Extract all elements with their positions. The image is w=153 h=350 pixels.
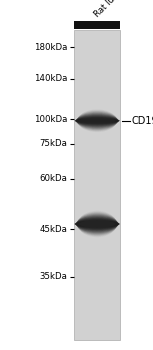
Ellipse shape bbox=[76, 219, 119, 229]
Ellipse shape bbox=[79, 220, 115, 228]
Ellipse shape bbox=[75, 116, 119, 125]
Ellipse shape bbox=[75, 120, 120, 122]
Ellipse shape bbox=[75, 120, 120, 122]
Ellipse shape bbox=[75, 119, 120, 122]
Text: CD19: CD19 bbox=[132, 116, 153, 126]
Text: 45kDa: 45kDa bbox=[39, 225, 67, 234]
Ellipse shape bbox=[75, 219, 119, 229]
Ellipse shape bbox=[76, 218, 119, 230]
Ellipse shape bbox=[76, 114, 118, 128]
Ellipse shape bbox=[75, 220, 119, 228]
Ellipse shape bbox=[76, 216, 118, 232]
Ellipse shape bbox=[76, 217, 119, 231]
Ellipse shape bbox=[75, 117, 119, 125]
Ellipse shape bbox=[76, 217, 118, 231]
Ellipse shape bbox=[76, 216, 118, 232]
Ellipse shape bbox=[76, 217, 118, 231]
Ellipse shape bbox=[75, 118, 119, 124]
Ellipse shape bbox=[76, 215, 118, 233]
Ellipse shape bbox=[76, 216, 118, 232]
Ellipse shape bbox=[75, 222, 120, 226]
Ellipse shape bbox=[75, 118, 119, 124]
Ellipse shape bbox=[76, 215, 118, 233]
Ellipse shape bbox=[76, 113, 118, 128]
Ellipse shape bbox=[75, 222, 120, 226]
Ellipse shape bbox=[75, 223, 120, 225]
Ellipse shape bbox=[76, 115, 119, 126]
Text: 35kDa: 35kDa bbox=[39, 272, 67, 281]
Ellipse shape bbox=[79, 117, 115, 124]
Text: 100kDa: 100kDa bbox=[34, 114, 67, 124]
Ellipse shape bbox=[75, 118, 119, 124]
Ellipse shape bbox=[75, 118, 119, 123]
Text: Rat lung: Rat lung bbox=[92, 0, 124, 19]
Ellipse shape bbox=[74, 120, 120, 121]
Ellipse shape bbox=[74, 120, 120, 121]
Bar bbox=[74, 21, 120, 29]
Ellipse shape bbox=[75, 222, 119, 226]
Ellipse shape bbox=[75, 118, 119, 124]
Ellipse shape bbox=[75, 117, 119, 125]
Ellipse shape bbox=[75, 219, 119, 229]
Text: 75kDa: 75kDa bbox=[39, 139, 67, 148]
Ellipse shape bbox=[76, 115, 118, 127]
Ellipse shape bbox=[76, 217, 118, 231]
Ellipse shape bbox=[75, 117, 119, 124]
Ellipse shape bbox=[76, 218, 119, 230]
Ellipse shape bbox=[76, 116, 119, 125]
Ellipse shape bbox=[76, 215, 118, 233]
Ellipse shape bbox=[76, 216, 118, 232]
Ellipse shape bbox=[75, 220, 119, 228]
Ellipse shape bbox=[76, 215, 118, 233]
Ellipse shape bbox=[76, 116, 119, 126]
Ellipse shape bbox=[75, 222, 120, 226]
Ellipse shape bbox=[75, 119, 119, 123]
Text: 180kDa: 180kDa bbox=[34, 43, 67, 52]
Ellipse shape bbox=[74, 223, 120, 225]
Ellipse shape bbox=[75, 117, 119, 125]
Ellipse shape bbox=[75, 221, 119, 227]
Ellipse shape bbox=[76, 115, 118, 127]
Ellipse shape bbox=[74, 120, 120, 121]
Ellipse shape bbox=[76, 115, 119, 126]
Ellipse shape bbox=[75, 221, 119, 227]
Ellipse shape bbox=[76, 116, 119, 126]
Ellipse shape bbox=[76, 218, 119, 230]
Ellipse shape bbox=[76, 114, 118, 128]
Ellipse shape bbox=[75, 220, 119, 228]
Ellipse shape bbox=[75, 119, 120, 122]
Ellipse shape bbox=[76, 114, 118, 127]
Text: 140kDa: 140kDa bbox=[34, 74, 67, 83]
Ellipse shape bbox=[75, 223, 120, 225]
Ellipse shape bbox=[75, 222, 119, 226]
Bar bbox=[74, 30, 120, 340]
Text: 60kDa: 60kDa bbox=[39, 174, 67, 183]
Ellipse shape bbox=[74, 120, 120, 121]
Ellipse shape bbox=[75, 117, 119, 125]
Ellipse shape bbox=[75, 219, 119, 229]
Ellipse shape bbox=[76, 217, 118, 231]
Ellipse shape bbox=[76, 114, 118, 127]
Ellipse shape bbox=[75, 220, 119, 228]
Ellipse shape bbox=[76, 116, 119, 126]
Ellipse shape bbox=[75, 119, 120, 122]
Ellipse shape bbox=[75, 119, 119, 123]
Ellipse shape bbox=[76, 114, 118, 127]
Ellipse shape bbox=[75, 219, 119, 229]
Ellipse shape bbox=[74, 223, 120, 225]
Ellipse shape bbox=[76, 218, 119, 230]
Ellipse shape bbox=[75, 221, 119, 227]
